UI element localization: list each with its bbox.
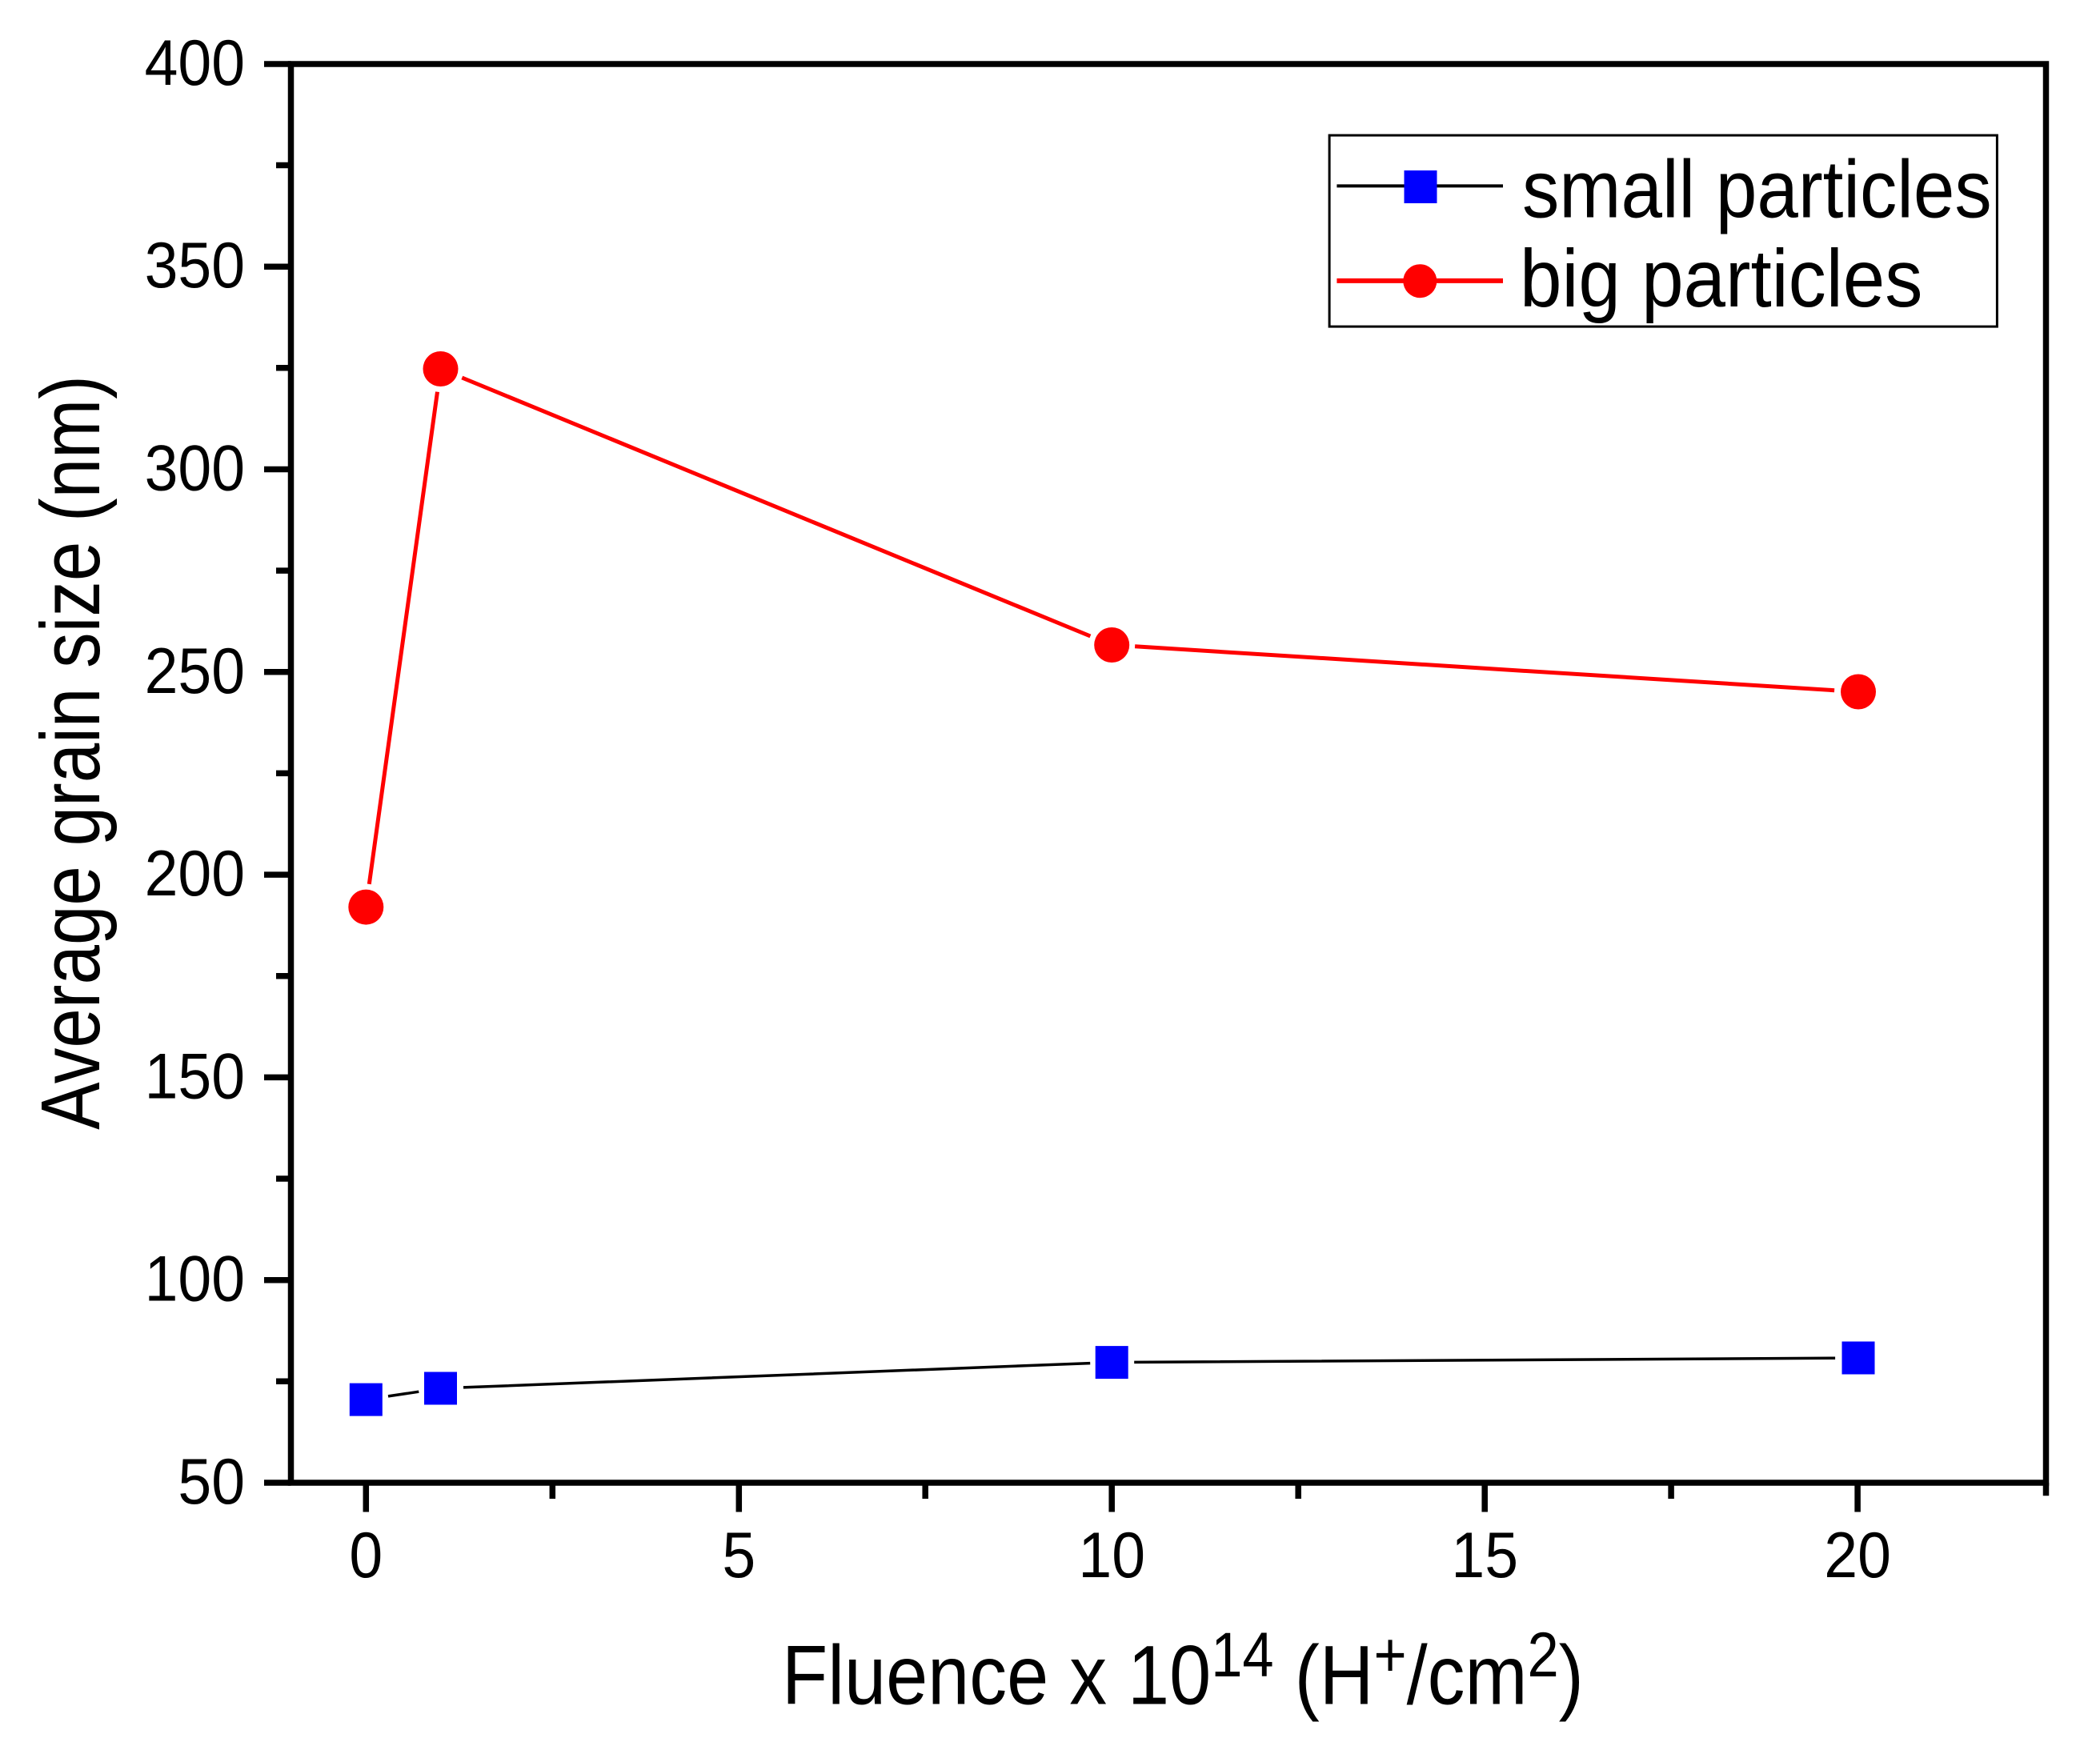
svg-text:50: 50: [178, 1444, 245, 1517]
svg-text:Average grain size (nm): Average grain size (nm): [23, 375, 118, 1130]
svg-text:300: 300: [145, 431, 245, 504]
svg-text:150: 150: [145, 1039, 245, 1112]
svg-text:small particles: small particles: [1522, 143, 1992, 234]
svg-text:200: 200: [145, 836, 245, 909]
svg-text:10: 10: [1078, 1518, 1145, 1591]
svg-text:250: 250: [145, 634, 245, 707]
svg-text:0: 0: [349, 1518, 383, 1591]
svg-text:Fluence x 1014 (H+/cm2): Fluence x 1014 (H+/cm2): [782, 1619, 1584, 1722]
svg-text:400: 400: [145, 26, 245, 98]
svg-text:20: 20: [1824, 1518, 1891, 1591]
svg-text:350: 350: [145, 229, 245, 302]
svg-text:15: 15: [1451, 1518, 1518, 1591]
svg-text:big particles: big particles: [1520, 233, 1922, 324]
svg-text:100: 100: [145, 1242, 245, 1315]
svg-text:5: 5: [722, 1518, 755, 1591]
